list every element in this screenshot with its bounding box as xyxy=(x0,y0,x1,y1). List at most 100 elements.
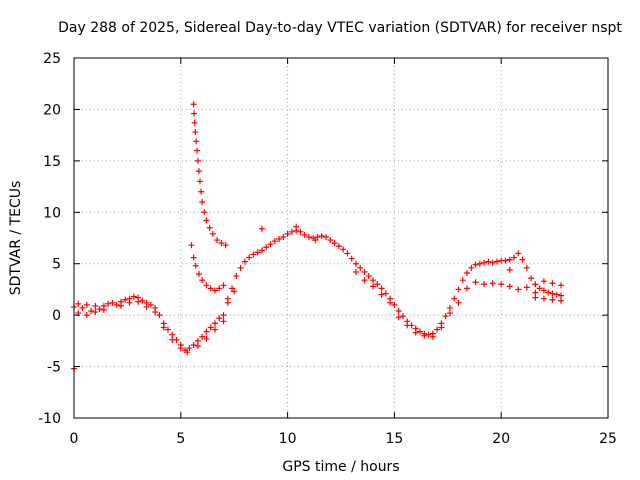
data-point xyxy=(224,295,231,302)
data-point xyxy=(203,282,210,289)
x-tick-label: 5 xyxy=(176,431,185,447)
data-point xyxy=(169,336,176,343)
series-main-trace xyxy=(71,227,565,354)
data-point xyxy=(92,302,99,309)
series-isolated xyxy=(71,223,565,372)
data-point xyxy=(220,282,227,289)
data-point xyxy=(267,241,274,248)
data-point xyxy=(553,291,560,298)
data-point xyxy=(190,254,197,261)
data-point xyxy=(378,285,385,292)
data-point xyxy=(468,264,475,271)
data-point xyxy=(549,290,556,297)
data-point xyxy=(472,261,479,268)
data-point xyxy=(246,254,253,261)
data-point xyxy=(515,250,522,257)
data-point xyxy=(83,301,90,308)
data-point xyxy=(361,277,368,284)
data-point xyxy=(331,240,338,247)
data-point xyxy=(201,209,208,216)
data-point xyxy=(207,324,214,331)
y-tick-label: 15 xyxy=(43,154,61,170)
y-axis-label: SDTVAR / TECUs xyxy=(8,181,24,296)
data-point xyxy=(421,332,428,339)
data-point xyxy=(122,296,129,303)
data-point xyxy=(113,301,120,308)
data-point xyxy=(203,335,210,342)
data-points xyxy=(71,101,565,372)
data-point xyxy=(250,251,257,258)
data-point xyxy=(190,101,197,108)
data-point xyxy=(374,281,381,288)
data-point xyxy=(506,283,513,290)
data-point xyxy=(198,188,205,195)
data-point xyxy=(340,246,347,253)
data-point xyxy=(152,309,159,316)
data-point xyxy=(323,233,330,240)
x-tick-label: 20 xyxy=(492,431,510,447)
data-point xyxy=(417,328,424,335)
data-point xyxy=(109,299,116,306)
data-point xyxy=(258,225,265,232)
y-tick-label: 20 xyxy=(43,102,61,118)
data-point xyxy=(191,110,198,117)
data-point xyxy=(284,230,291,237)
data-point xyxy=(195,271,202,277)
data-point xyxy=(193,138,200,145)
y-axis: -10 -5 0 5 10 15 20 25 xyxy=(38,51,608,427)
data-point xyxy=(305,233,312,240)
data-point xyxy=(506,256,513,263)
data-point xyxy=(96,305,103,312)
data-point xyxy=(233,273,240,280)
x-axis-label: GPS time / hours xyxy=(282,459,399,475)
data-point xyxy=(382,290,389,297)
y-tick-label: 10 xyxy=(43,205,61,221)
data-point xyxy=(156,312,163,319)
data-point xyxy=(370,277,377,284)
data-point xyxy=(335,243,342,250)
data-point xyxy=(511,254,518,261)
data-point xyxy=(280,233,287,240)
data-point xyxy=(558,282,565,289)
data-point xyxy=(271,238,278,245)
data-point xyxy=(203,217,210,224)
data-point xyxy=(184,349,191,356)
data-point xyxy=(476,260,483,267)
data-point xyxy=(237,264,244,271)
data-point xyxy=(481,281,488,288)
data-point xyxy=(211,287,218,294)
data-point xyxy=(197,178,204,185)
data-point xyxy=(540,287,547,294)
data-point xyxy=(135,298,142,305)
data-point xyxy=(536,285,543,292)
data-point xyxy=(395,308,402,315)
data-point xyxy=(502,257,509,264)
chart-title: Day 288 of 2025, Sidereal Day-to-day VTE… xyxy=(58,20,622,36)
data-point xyxy=(459,277,466,284)
y-tick-label: -5 xyxy=(47,360,61,376)
data-point xyxy=(515,286,522,293)
x-tick-label: 25 xyxy=(599,431,617,447)
data-point xyxy=(506,266,513,273)
x-tick-label: 10 xyxy=(279,431,297,447)
y-tick-label: -10 xyxy=(38,411,61,427)
data-point xyxy=(83,312,90,319)
data-point xyxy=(130,293,137,300)
data-point xyxy=(199,277,206,284)
data-point xyxy=(378,291,385,298)
data-point xyxy=(519,256,526,263)
data-point xyxy=(216,285,223,292)
data-point xyxy=(485,258,492,265)
x-tick-label: 15 xyxy=(385,431,403,447)
data-point xyxy=(429,333,436,340)
data-point xyxy=(357,264,364,271)
y-tick-label: 5 xyxy=(52,257,61,273)
x-axis: 0 5 10 15 20 25 xyxy=(70,58,617,447)
data-point xyxy=(489,280,496,287)
data-point xyxy=(288,228,295,235)
data-point xyxy=(532,294,539,301)
series-spike-upper xyxy=(190,101,229,249)
data-point xyxy=(327,237,334,244)
data-point xyxy=(194,147,201,154)
